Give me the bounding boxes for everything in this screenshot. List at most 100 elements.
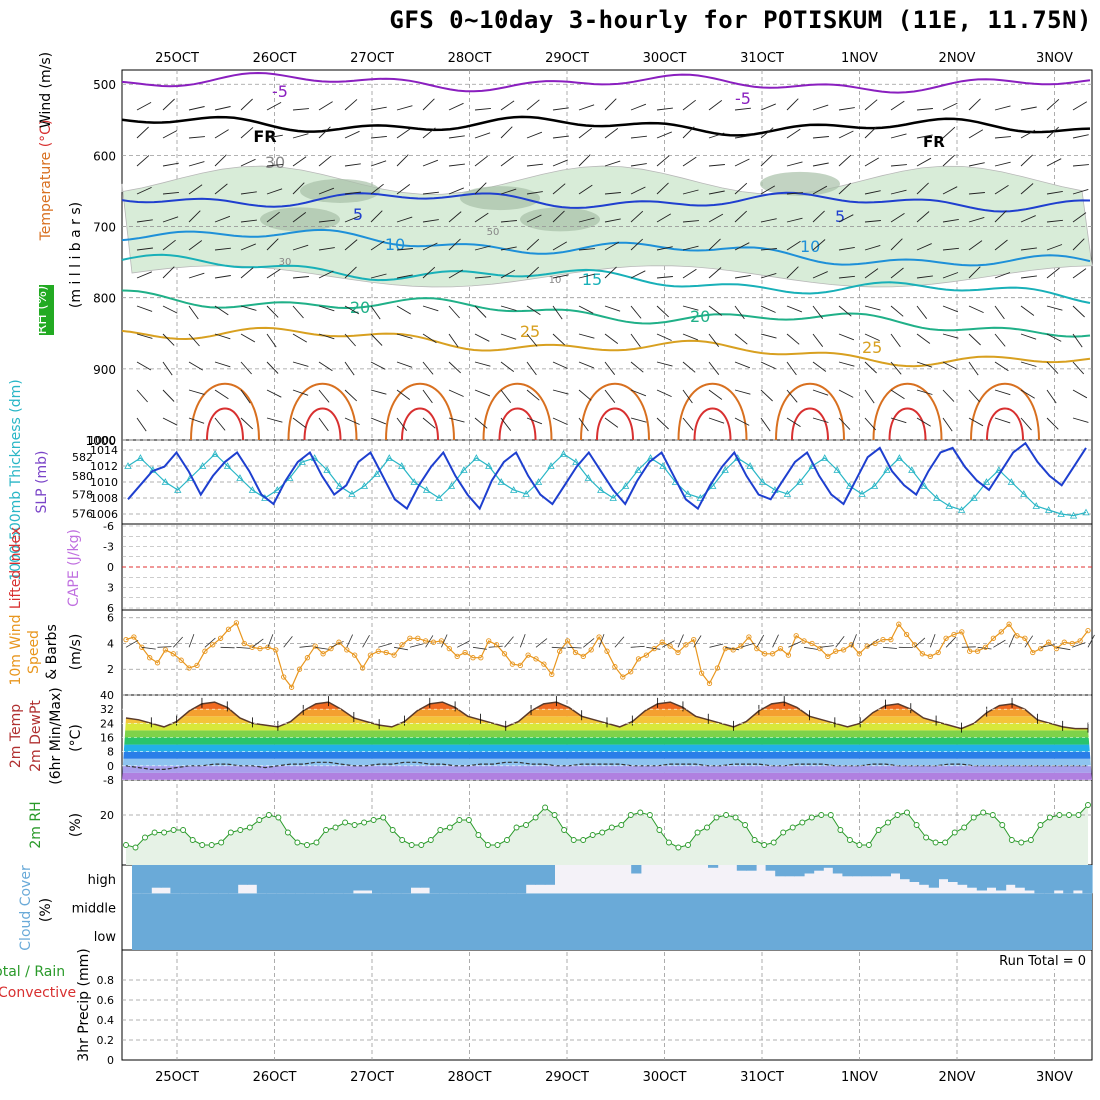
wind-barb: [604, 192, 621, 195]
wind-barb: [760, 248, 777, 251]
wind-barb: [136, 219, 153, 223]
cloud-high-bar: [372, 865, 383, 894]
wind-barb: [370, 135, 387, 139]
rh-marker: [284, 829, 291, 836]
wind-barb: [344, 163, 361, 167]
isotherm-35-plume: [206, 407, 244, 441]
wind-barb-10m: [441, 634, 448, 648]
wind-barb: [578, 217, 595, 223]
wind-barb: [240, 305, 257, 311]
wind-barb: [162, 239, 176, 251]
isotherm-30-plume: [872, 382, 943, 441]
wind-barb: [760, 417, 771, 432]
wind-barb: [396, 154, 409, 167]
wind-barb: [994, 161, 1011, 167]
wind-barb: [188, 136, 205, 139]
wind-barb: [916, 157, 932, 167]
cloud-high-bar: [1015, 865, 1026, 888]
wind-barb: [1020, 275, 1037, 279]
wind-barb: [604, 98, 617, 111]
wind-barb-10m: [394, 646, 408, 651]
wind-barb: [422, 127, 436, 139]
wind-barb: [578, 333, 595, 339]
rh-marker: [170, 827, 177, 833]
rh-marker: [704, 824, 710, 831]
wind-speed-marker: [438, 638, 445, 644]
wind-barb: [448, 361, 462, 374]
top-x-tick-label: 28OCT: [448, 51, 492, 66]
wind-barb: [214, 389, 229, 400]
wind-barb-10m: [977, 646, 992, 650]
wind-barb: [396, 128, 411, 139]
wind-barb: [292, 212, 307, 223]
wind-barb-10m: [677, 634, 684, 648]
wind-barb: [292, 333, 308, 343]
wind-barb: [656, 213, 672, 223]
rh-marker: [313, 839, 320, 846]
rh-marker: [942, 839, 949, 846]
isotherm-35-plume: [303, 407, 342, 441]
cloud-high-bar: [266, 865, 277, 894]
rh-legend-swatch: [39, 285, 54, 335]
rh-dark-shading: [460, 186, 540, 211]
wind-barb: [344, 130, 360, 139]
rh-marker: [265, 812, 272, 818]
wind-speed-marker: [375, 648, 381, 654]
wind-barb-10m: [204, 637, 216, 648]
wind-speed-marker: [746, 634, 752, 640]
wind-speed-marker: [1045, 639, 1052, 645]
rh-marker: [227, 829, 234, 836]
wind-barb: [370, 417, 387, 425]
isotherm-35-plume: [401, 407, 439, 441]
rh-marker: [913, 822, 920, 828]
cloud-high-bar: [1072, 865, 1083, 891]
wind-barb: [630, 270, 646, 279]
li-tick-label: 3: [107, 582, 114, 595]
rh-marker: [237, 827, 244, 833]
wind-speed-marker: [1053, 645, 1060, 652]
wind-barb: [968, 162, 985, 167]
wind-barb: [812, 239, 826, 251]
cloud-high-bar: [842, 865, 853, 877]
cloud-high-bar: [909, 865, 920, 882]
wind-barb-10m: [472, 646, 487, 650]
wind-speed-marker: [202, 648, 208, 654]
slp-marker: [522, 490, 530, 497]
rh-marker: [989, 812, 996, 818]
wind-barb: [656, 131, 672, 139]
wind-speed-marker: [635, 656, 642, 662]
wind-barb: [344, 417, 360, 425]
wind-speed-marker: [935, 649, 941, 656]
ylabel-thickness: 1000-500mb Thickness (dm): [8, 379, 24, 580]
wind-barb: [942, 186, 958, 195]
ylabel-temp-unit: (°C): [68, 724, 84, 752]
wind-barb-10m: [772, 634, 779, 648]
cloud-high-bar: [861, 865, 872, 877]
wind-barb: [448, 163, 465, 167]
wind-barb: [552, 333, 566, 346]
rh-marker: [932, 839, 939, 846]
contour-label: 10: [385, 235, 405, 254]
wind-barb: [838, 130, 854, 139]
isotherm-35-plume: [498, 407, 537, 441]
top-x-tick-label: 26OCT: [253, 51, 297, 66]
wind-barb: [318, 417, 329, 432]
rh-marker: [675, 844, 682, 851]
wind-speed-marker: [769, 651, 776, 657]
wind-barb: [240, 127, 254, 139]
wind-barb: [136, 333, 153, 339]
rh-marker: [523, 822, 529, 828]
wind-barb: [474, 305, 487, 318]
wind-speed-marker: [880, 636, 886, 643]
wind-barb: [630, 361, 644, 373]
wind-speed-marker: [706, 680, 713, 687]
wind-barb: [656, 276, 673, 279]
wind-barb: [500, 389, 512, 403]
cloud-high-bar: [199, 865, 210, 894]
wind-barb: [916, 305, 928, 319]
contour-label: FR: [253, 127, 276, 146]
wind-barb: [266, 188, 283, 195]
wind-barb: [604, 128, 619, 139]
wind-barb: [188, 184, 203, 195]
wind-speed-marker: [320, 651, 326, 657]
